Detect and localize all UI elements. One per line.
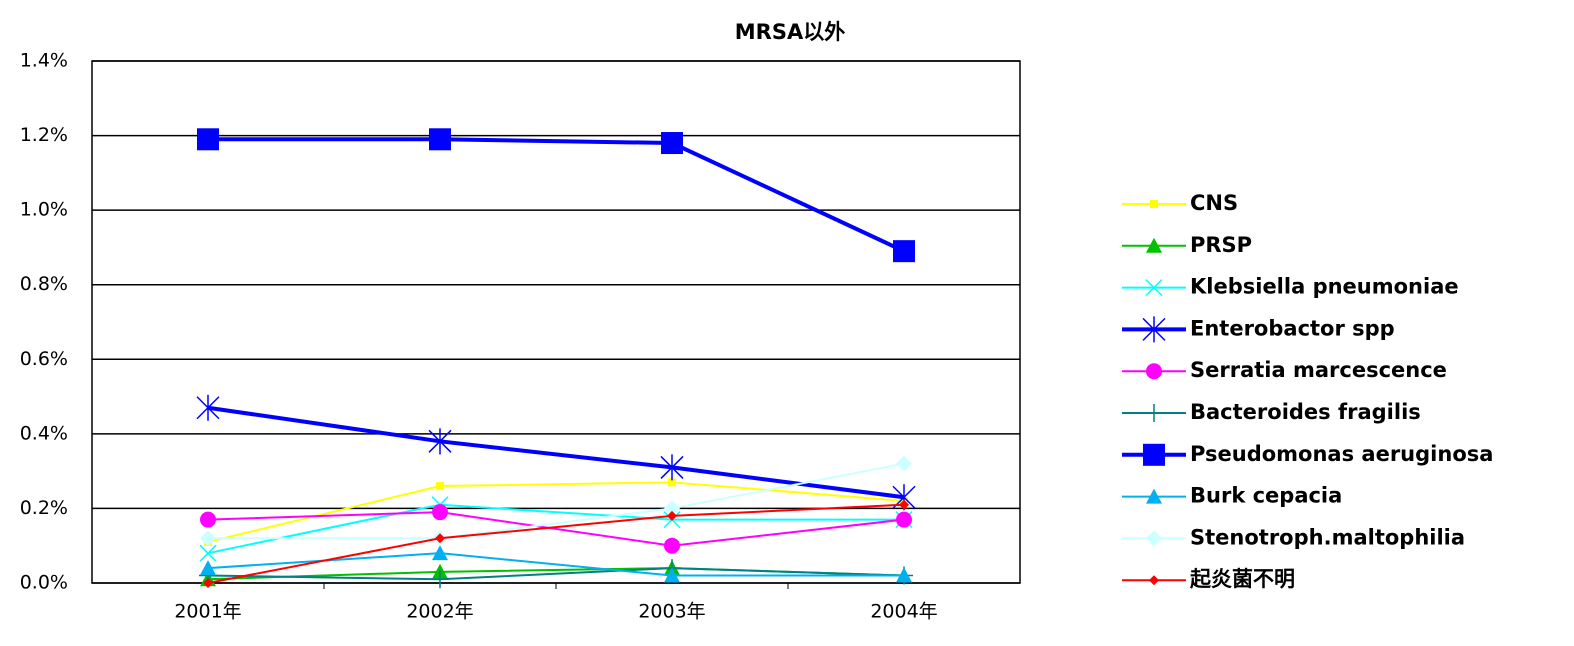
marker: [896, 567, 912, 583]
marker: [1146, 363, 1162, 380]
marker: [1143, 443, 1165, 466]
x-tick-label: 2003年: [638, 601, 705, 623]
marker: [197, 128, 219, 151]
marker: [199, 544, 217, 562]
marker: [664, 567, 680, 583]
marker: [428, 428, 452, 455]
marker: [429, 128, 451, 151]
marker: [432, 545, 448, 561]
marker: [1146, 237, 1162, 253]
marker: [660, 454, 684, 481]
y-tick-label: 0.0%: [20, 572, 68, 594]
marker: [1145, 404, 1163, 422]
series-line: [207, 481, 905, 543]
y-tick-label: 0.2%: [20, 497, 68, 519]
legend-text: Pseudomonas aeruginosa: [1190, 442, 1493, 466]
marker: [1146, 530, 1162, 547]
legend-text: 起炎菌不明: [1189, 567, 1295, 591]
series-line: [207, 567, 905, 581]
y-tick-label: 0.8%: [20, 273, 68, 295]
legend-text: CNS: [1190, 191, 1238, 215]
y-tick-label: 1.4%: [20, 50, 68, 72]
marker: [200, 560, 216, 576]
legend-text: Stenotroph.maltophilia: [1190, 525, 1465, 549]
legend-text: PRSP: [1190, 233, 1252, 257]
legend-text: Burk cepacia: [1190, 484, 1342, 508]
series-line: [207, 405, 905, 500]
marker: [896, 511, 912, 528]
plot-area: [91, 60, 1021, 584]
y-tick-label: 1.0%: [20, 199, 68, 221]
marker: [200, 530, 216, 547]
marker: [1145, 279, 1163, 297]
y-tick-label: 0.6%: [20, 348, 68, 370]
series-line: [207, 503, 905, 584]
x-tick-label: 2001年: [174, 601, 241, 623]
marker: [1149, 575, 1159, 586]
marker: [203, 578, 213, 588]
legend-text: Serratia marcescence: [1190, 358, 1447, 382]
x-tick-label: 2004年: [870, 601, 937, 623]
marker: [200, 511, 216, 528]
marker: [196, 394, 220, 421]
marker: [668, 478, 676, 487]
marker: [896, 455, 912, 472]
marker: [435, 533, 445, 544]
chart-title: MRSA以外: [735, 20, 845, 44]
marker: [432, 504, 448, 521]
series-line: [208, 462, 905, 540]
marker: [431, 570, 449, 589]
legend-text: Enterobactor spp: [1190, 316, 1395, 340]
legend-text: Bacteroides fragilis: [1190, 400, 1421, 424]
series-line: [208, 137, 905, 253]
y-tick-label: 0.4%: [20, 422, 68, 444]
marker: [436, 482, 444, 491]
y-tick-label: 1.2%: [20, 124, 68, 146]
marker: [664, 500, 680, 517]
x-tick-label: 2002年: [406, 601, 473, 623]
marker: [667, 510, 677, 521]
series-line: [207, 503, 904, 555]
marker: [893, 240, 915, 263]
marker: [1142, 316, 1166, 343]
series-line: [207, 511, 905, 547]
legend-text: Klebsiella pneumoniae: [1190, 275, 1459, 299]
marker: [899, 499, 909, 510]
marker: [1146, 488, 1162, 504]
marker: [664, 537, 680, 554]
marker: [1150, 200, 1158, 208]
marker: [661, 132, 683, 155]
